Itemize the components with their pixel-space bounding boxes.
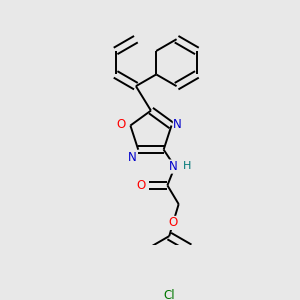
Text: N: N [128, 151, 136, 164]
Text: N: N [173, 118, 182, 130]
Text: Cl: Cl [164, 289, 175, 300]
Text: H: H [183, 160, 192, 171]
Text: O: O [116, 118, 126, 131]
Text: O: O [168, 216, 178, 230]
Text: N: N [169, 160, 177, 173]
Text: O: O [136, 179, 146, 192]
